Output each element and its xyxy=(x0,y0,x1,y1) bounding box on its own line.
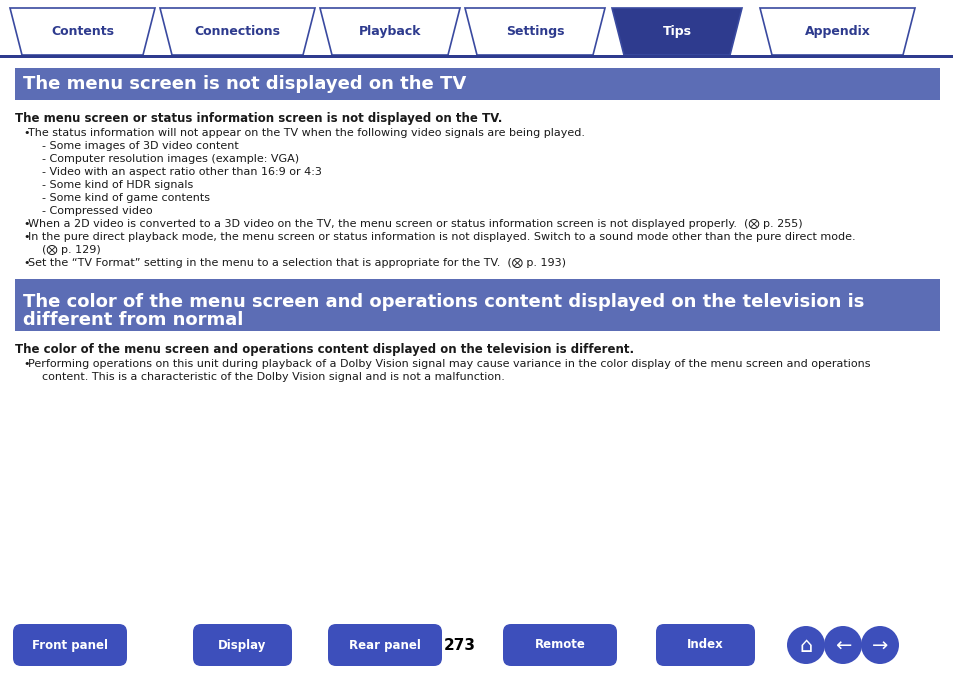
Text: In the pure direct playback mode, the menu screen or status information is not d: In the pure direct playback mode, the me… xyxy=(28,232,855,242)
Polygon shape xyxy=(464,8,604,55)
Text: 273: 273 xyxy=(443,637,476,653)
FancyBboxPatch shape xyxy=(13,624,127,666)
Text: •: • xyxy=(23,258,30,268)
Bar xyxy=(15,279,939,331)
Text: When a 2D video is converted to a 3D video on the TV, the menu screen or status : When a 2D video is converted to a 3D vid… xyxy=(28,219,801,229)
Polygon shape xyxy=(612,8,741,55)
Circle shape xyxy=(823,626,862,664)
Text: Index: Index xyxy=(686,639,723,651)
FancyBboxPatch shape xyxy=(656,624,754,666)
Bar xyxy=(0,0,953,58)
Text: The status information will not appear on the TV when the following video signal: The status information will not appear o… xyxy=(28,128,584,138)
Text: •: • xyxy=(23,359,30,369)
FancyBboxPatch shape xyxy=(328,624,441,666)
Text: - Compressed video: - Compressed video xyxy=(42,206,152,216)
Polygon shape xyxy=(760,8,914,55)
Text: The color of the menu screen and operations content displayed on the television : The color of the menu screen and operati… xyxy=(15,343,634,356)
Text: - Some images of 3D video content: - Some images of 3D video content xyxy=(42,141,238,151)
Text: Display: Display xyxy=(218,639,267,651)
Text: Connections: Connections xyxy=(194,25,280,38)
Text: •: • xyxy=(23,219,30,229)
Text: Front panel: Front panel xyxy=(32,639,108,651)
Text: ←: ← xyxy=(834,637,850,656)
Text: Playback: Playback xyxy=(358,25,421,38)
Text: The menu screen is not displayed on the TV: The menu screen is not displayed on the … xyxy=(23,75,466,93)
Text: content. This is a characteristic of the Dolby Vision signal and is not a malfun: content. This is a characteristic of the… xyxy=(42,372,504,382)
Text: Remote: Remote xyxy=(534,639,585,651)
Text: ⌂: ⌂ xyxy=(799,636,812,656)
Polygon shape xyxy=(160,8,314,55)
Polygon shape xyxy=(319,8,459,55)
Bar xyxy=(0,55,953,58)
Text: →: → xyxy=(871,637,887,656)
FancyBboxPatch shape xyxy=(193,624,292,666)
Text: Contents: Contents xyxy=(51,25,113,38)
Text: - Video with an aspect ratio other than 16:9 or 4:3: - Video with an aspect ratio other than … xyxy=(42,167,321,177)
Text: Set the “TV Format” setting in the menu to a selection that is appropriate for t: Set the “TV Format” setting in the menu … xyxy=(28,258,565,268)
Text: •: • xyxy=(23,232,30,242)
FancyBboxPatch shape xyxy=(502,624,617,666)
Bar xyxy=(15,68,939,100)
Text: The menu screen or status information screen is not displayed on the TV.: The menu screen or status information sc… xyxy=(15,112,502,125)
Text: The color of the menu screen and operations content displayed on the television : The color of the menu screen and operati… xyxy=(23,293,863,311)
Text: Performing operations on this unit during playback of a Dolby Vision signal may : Performing operations on this unit durin… xyxy=(28,359,869,369)
Text: - Computer resolution images (example: VGA): - Computer resolution images (example: V… xyxy=(42,154,299,164)
Polygon shape xyxy=(10,8,154,55)
Text: Tips: Tips xyxy=(661,25,691,38)
Text: Rear panel: Rear panel xyxy=(349,639,420,651)
Text: - Some kind of game contents: - Some kind of game contents xyxy=(42,193,210,203)
Text: different from normal: different from normal xyxy=(23,311,243,329)
Circle shape xyxy=(786,626,824,664)
Text: •: • xyxy=(23,128,30,138)
Text: Appendix: Appendix xyxy=(803,25,869,38)
Text: (⨂ p. 129): (⨂ p. 129) xyxy=(42,245,101,255)
Circle shape xyxy=(861,626,898,664)
Text: - Some kind of HDR signals: - Some kind of HDR signals xyxy=(42,180,193,190)
Text: Settings: Settings xyxy=(505,25,563,38)
